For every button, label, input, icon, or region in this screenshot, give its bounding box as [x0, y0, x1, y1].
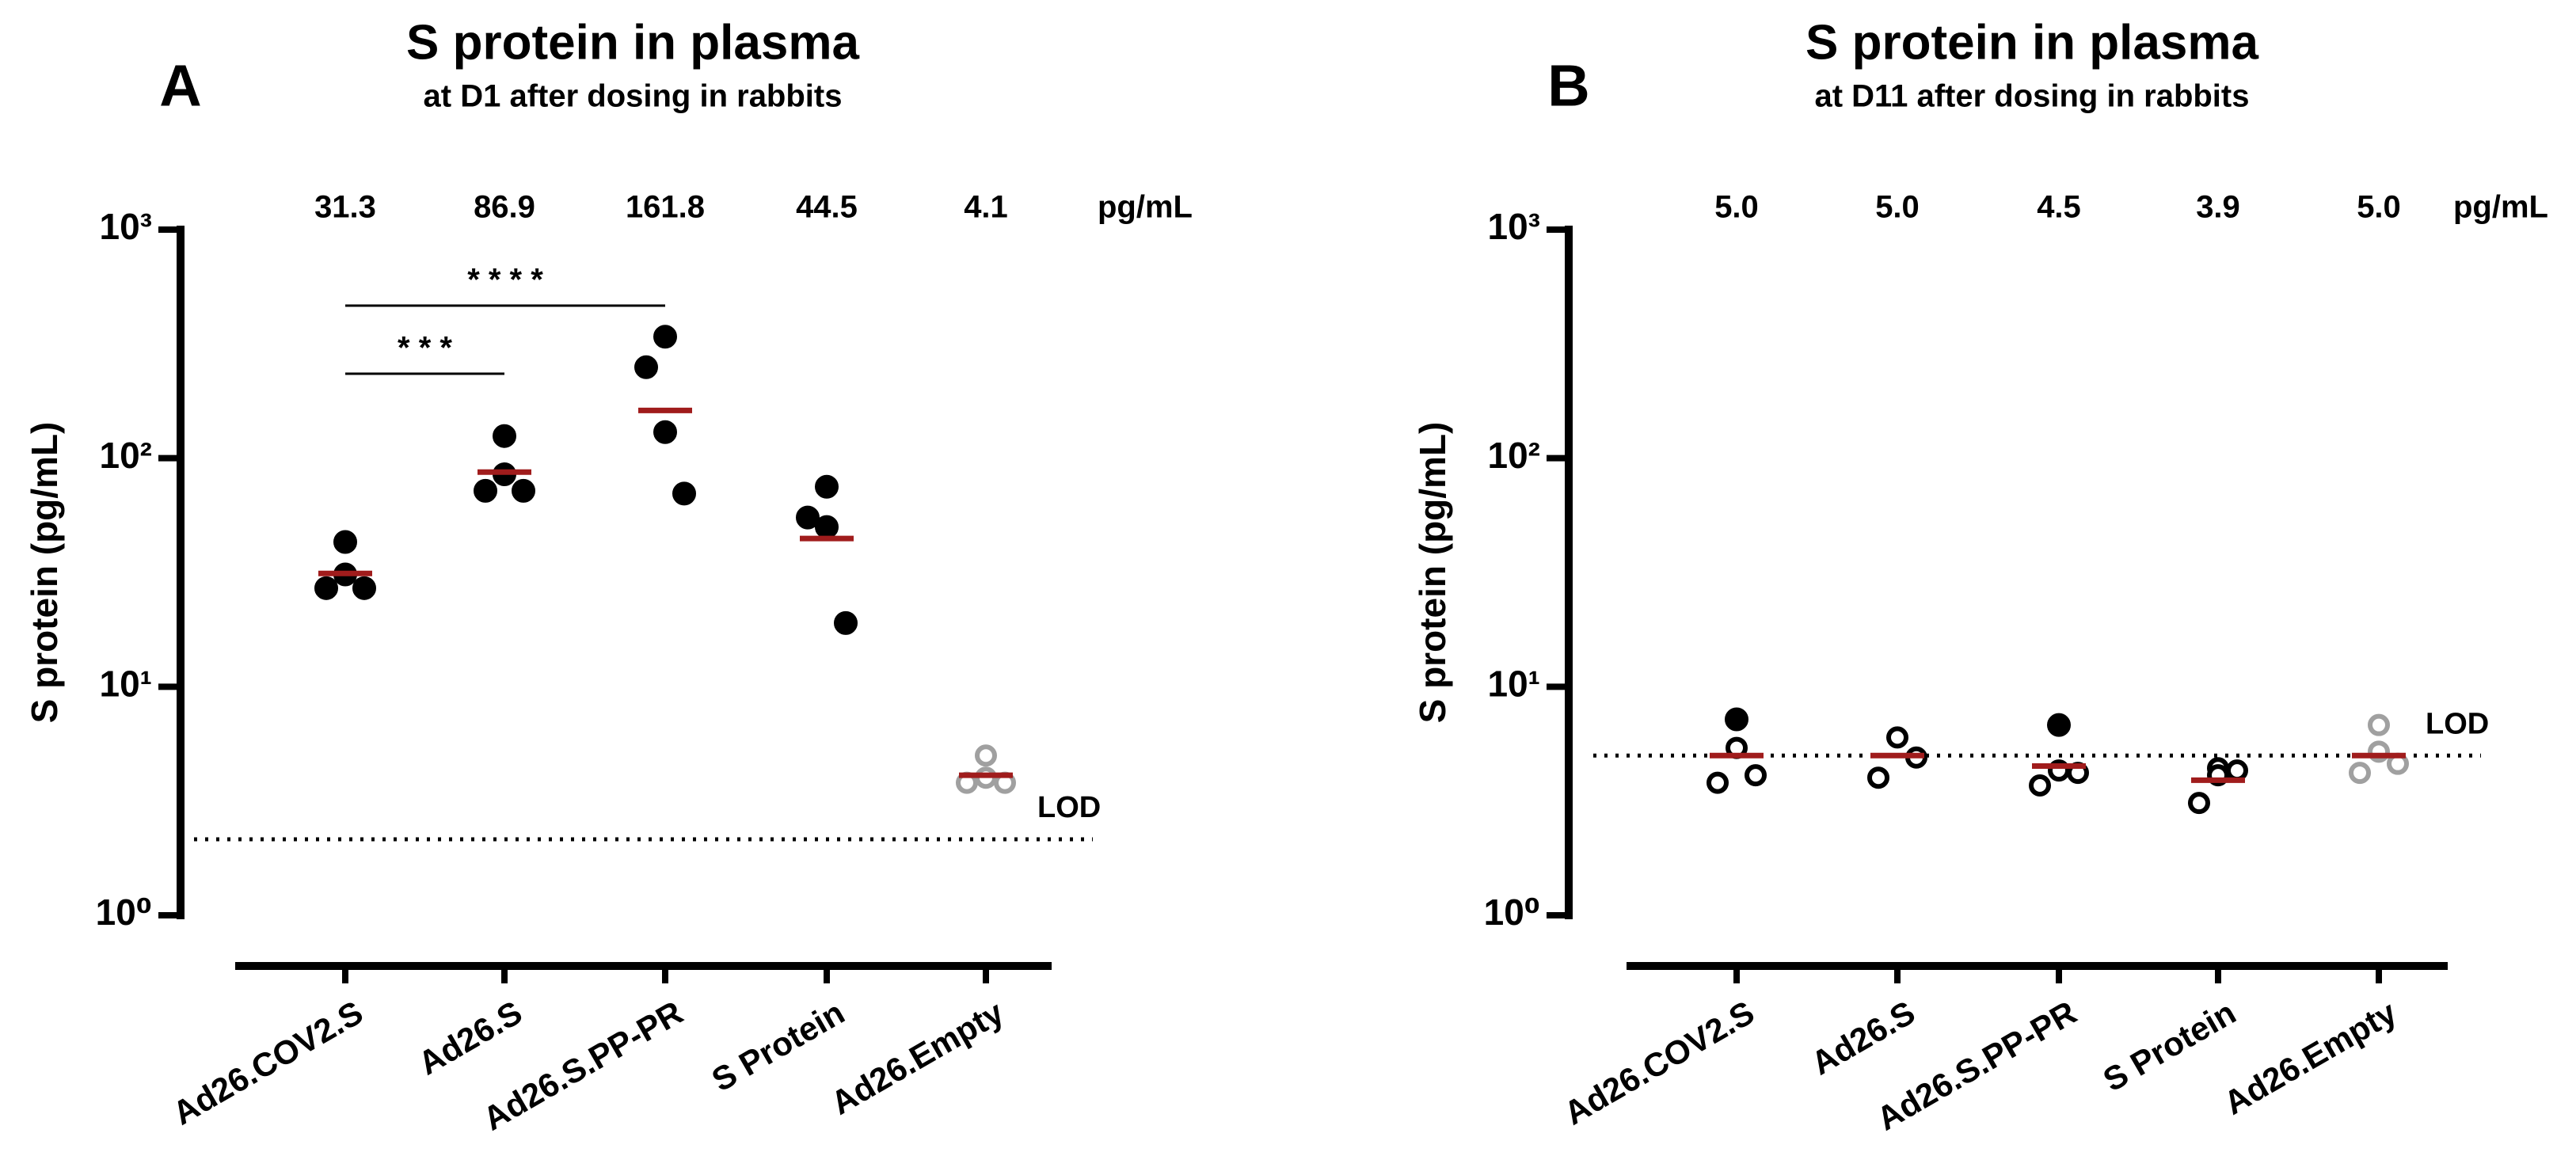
y-tick-label: 10³ — [100, 206, 152, 247]
chart-subtitle: at D11 after dosing in rabbits — [1814, 79, 2249, 114]
data-point — [634, 355, 658, 379]
chart-title: S protein in plasma — [406, 15, 859, 70]
x-tick-label: Ad26.Empty — [824, 993, 1010, 1121]
x-tick-label: Ad26.Empty — [2217, 993, 2403, 1121]
lod-label: LOD — [1037, 791, 1101, 824]
y-tick-label: 10⁰ — [1484, 892, 1540, 933]
mean-label: 5.0 — [2357, 190, 2401, 225]
significance-label: * * * — [398, 331, 452, 366]
data-point — [815, 474, 839, 499]
x-tick-label: Ad26.S — [412, 994, 528, 1082]
y-axis-label: S protein (pg/mL) — [24, 422, 65, 724]
mean-label: 4.1 — [964, 190, 1008, 225]
unit-label: pg/mL — [1098, 190, 1193, 225]
data-point — [2029, 774, 2051, 797]
x-tick-label: Ad26.COV2.S — [166, 994, 369, 1132]
data-point — [653, 420, 677, 444]
lod-label: LOD — [2426, 707, 2489, 740]
data-point — [2368, 713, 2390, 736]
chart-title: S protein in plasma — [1805, 15, 2258, 70]
y-tick-label: 10² — [1488, 435, 1540, 476]
data-point — [512, 478, 535, 503]
mean-label: 161.8 — [626, 190, 705, 225]
data-point — [2349, 762, 2371, 785]
mean-label: 86.9 — [474, 190, 535, 225]
y-axis-label: S protein (pg/mL) — [1412, 422, 1453, 724]
data-point — [2226, 759, 2248, 782]
mean-label: 31.3 — [314, 190, 376, 225]
data-point — [1707, 771, 1729, 794]
data-point — [672, 481, 696, 506]
significance-label: * * * * — [467, 263, 543, 298]
x-tick-label: Ad26.S — [1805, 994, 1921, 1082]
data-point — [1725, 707, 1748, 732]
data-point — [333, 530, 357, 554]
unit-label: pg/mL — [2453, 190, 2548, 225]
data-point — [2188, 792, 2210, 815]
x-tick-label: Ad26.COV2.S — [1558, 994, 1760, 1132]
data-point — [352, 576, 376, 600]
y-tick-label: 10³ — [1488, 206, 1540, 247]
chart-subtitle: at D1 after dosing in rabbits — [424, 79, 843, 114]
data-point — [314, 576, 338, 600]
data-point — [1745, 764, 1767, 787]
y-tick-label: 10¹ — [100, 663, 152, 704]
data-point — [815, 515, 839, 539]
x-tick-label: S Protein — [706, 994, 850, 1099]
mean-label: 3.9 — [2196, 190, 2240, 225]
mean-label: 5.0 — [1875, 190, 1920, 225]
data-point — [2047, 713, 2071, 737]
data-point — [834, 610, 858, 635]
data-point — [1886, 726, 1908, 749]
mean-label: 44.5 — [796, 190, 858, 225]
x-tick-label: S Protein — [2097, 994, 2242, 1099]
y-tick-label: 10⁰ — [96, 892, 152, 933]
data-point — [493, 424, 516, 448]
y-tick-label: 10¹ — [1488, 663, 1540, 704]
data-point — [975, 744, 997, 767]
data-point — [1867, 766, 1889, 789]
data-point — [653, 325, 677, 349]
panel-label: A — [159, 53, 201, 119]
panel-label: B — [1547, 53, 1589, 119]
mean-label: 4.5 — [2037, 190, 2081, 225]
data-point — [796, 505, 820, 530]
y-tick-label: 10² — [100, 435, 152, 476]
mean-label: 5.0 — [1714, 190, 1759, 225]
data-point — [474, 478, 497, 503]
